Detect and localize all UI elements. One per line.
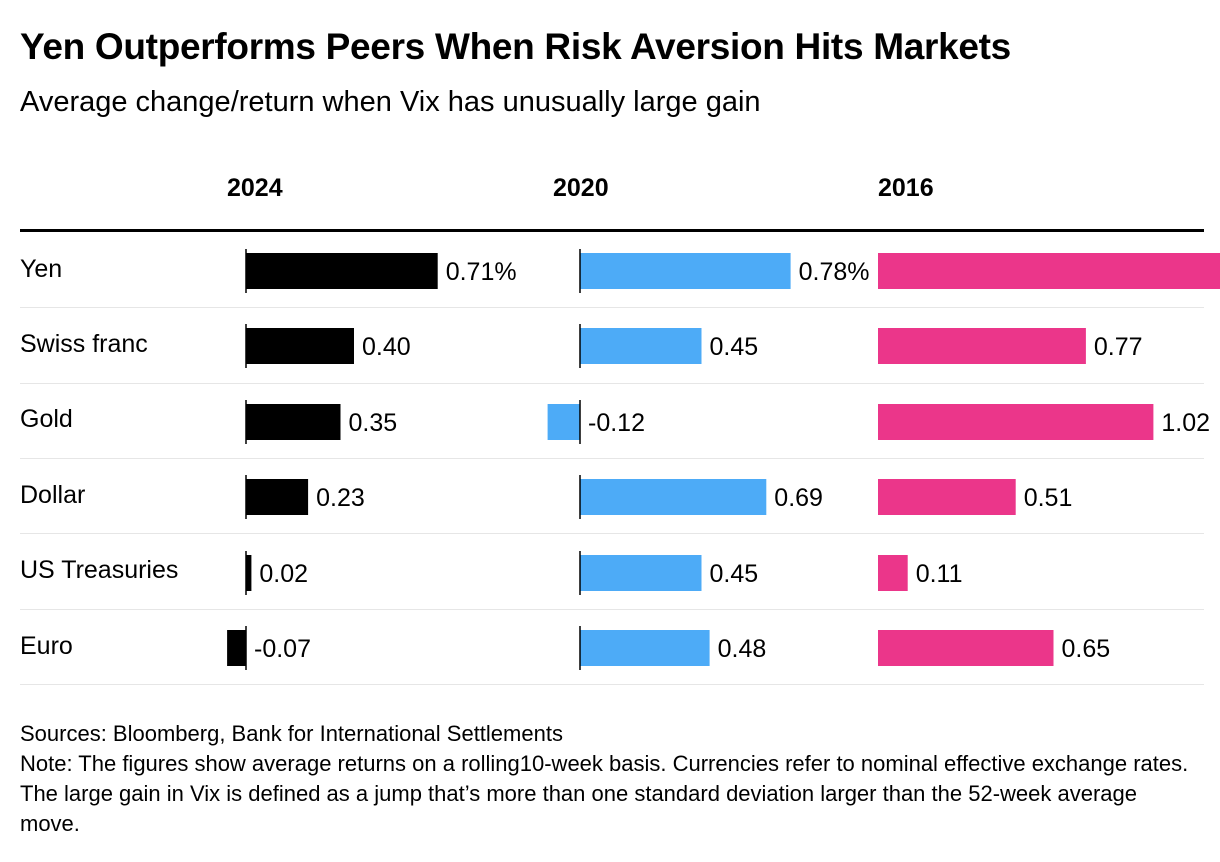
row-divider xyxy=(20,383,1204,384)
value-label-2016-5: 0.65 xyxy=(1062,635,1111,663)
value-label-2024-3: 0.23 xyxy=(316,484,365,512)
chart-subtitle: Average change/return when Vix has unusu… xyxy=(20,86,761,118)
bar-2020-2 xyxy=(547,404,580,440)
bar-2016-4 xyxy=(878,555,908,591)
column-header-2024: 2024 xyxy=(227,174,283,202)
value-label-2016-3: 0.51 xyxy=(1024,484,1073,512)
row-divider xyxy=(20,533,1204,534)
value-label-2020-2: -0.12 xyxy=(588,409,645,437)
bar-2024-1 xyxy=(246,328,354,364)
bar-2024-4 xyxy=(246,555,252,591)
value-label-2024-0: 0.71% xyxy=(446,258,517,286)
row-label-dollar: Dollar xyxy=(20,481,86,509)
value-label-2024-2: 0.35 xyxy=(349,409,398,437)
sources-note: Sources: Bloomberg, Bank for Internation… xyxy=(20,721,563,746)
bar-2020-3 xyxy=(580,479,767,515)
bar-2016-3 xyxy=(878,479,1016,515)
value-label-2020-1: 0.45 xyxy=(710,333,759,361)
bar-2024-5 xyxy=(227,630,246,666)
column-header-2020: 2020 xyxy=(553,174,609,202)
row-divider xyxy=(20,458,1204,459)
chart-footer: Sources: Bloomberg, Bank for Internation… xyxy=(20,719,1200,839)
value-label-2024-4: 0.02 xyxy=(259,560,308,588)
bar-2016-2 xyxy=(878,404,1154,440)
row-divider xyxy=(20,609,1204,610)
bar-2020-1 xyxy=(580,328,702,364)
value-label-2020-5: 0.48 xyxy=(718,635,767,663)
bar-2020-5 xyxy=(580,630,710,666)
row-divider xyxy=(20,684,1204,685)
value-label-2020-0: 0.78% xyxy=(799,258,870,286)
value-label-2016-2: 1.02 xyxy=(1161,409,1210,437)
row-label-us-treasuries: US Treasuries xyxy=(20,556,179,584)
value-label-2020-4: 0.45 xyxy=(710,560,759,588)
bar-2020-4 xyxy=(580,555,702,591)
bar-2020-0 xyxy=(580,253,791,289)
row-label-swiss-franc: Swiss franc xyxy=(20,330,148,358)
methodology-note: Note: The figures show average returns o… xyxy=(20,751,1189,836)
chart-title: Yen Outperforms Peers When Risk Aversion… xyxy=(20,26,1011,67)
value-label-2020-3: 0.69 xyxy=(774,484,823,512)
bar-2016-5 xyxy=(878,630,1054,666)
bar-2024-2 xyxy=(246,404,341,440)
row-divider xyxy=(20,307,1204,308)
value-label-2024-1: 0.40 xyxy=(362,333,411,361)
header-rule xyxy=(20,229,1204,232)
row-label-gold: Gold xyxy=(20,405,73,433)
column-header-2016: 2016 xyxy=(878,174,934,202)
value-label-2016-1: 0.77 xyxy=(1094,333,1143,361)
bar-2016-0 xyxy=(878,253,1220,289)
bar-2016-1 xyxy=(878,328,1086,364)
value-label-2016-4: 0.11 xyxy=(916,560,963,588)
bar-2024-3 xyxy=(246,479,309,515)
row-label-euro: Euro xyxy=(20,632,73,660)
row-label-yen: Yen xyxy=(20,255,63,283)
value-label-2024-5: -0.07 xyxy=(254,635,311,663)
bar-2024-0 xyxy=(246,253,438,289)
